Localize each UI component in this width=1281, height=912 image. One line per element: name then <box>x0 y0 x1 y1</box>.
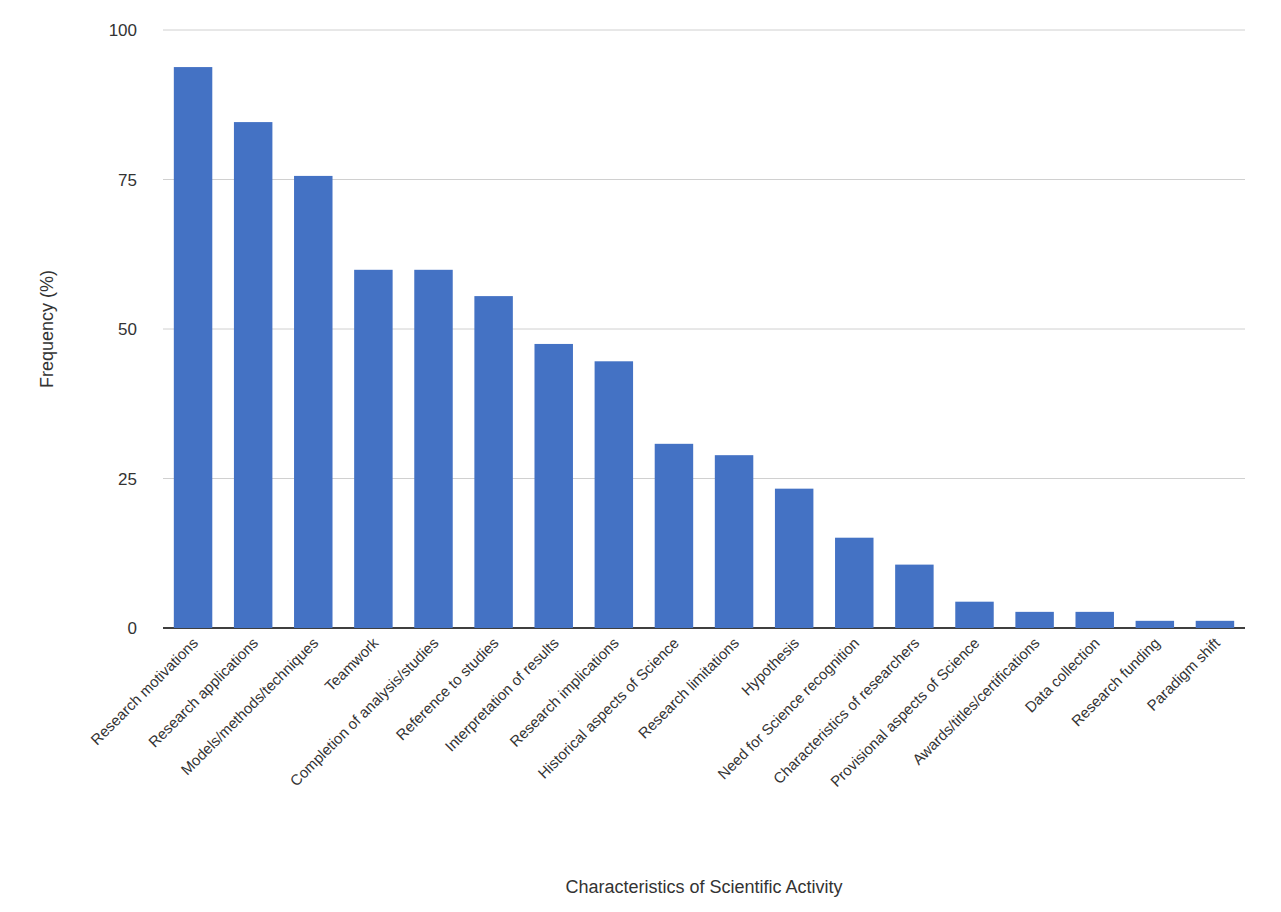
bar <box>1015 612 1053 628</box>
y-tick-label: 25 <box>118 470 137 489</box>
x-tick-label: Research limitations <box>635 634 743 742</box>
bar <box>715 455 753 628</box>
x-tick-label: Teamwork <box>321 634 382 695</box>
x-tick-label: Research implications <box>506 634 622 750</box>
bar <box>775 489 813 628</box>
bar <box>595 361 633 628</box>
x-tick-label: Reference to studies <box>392 634 501 743</box>
x-axis-label: Characteristics of Scientific Activity <box>565 877 842 897</box>
bar <box>294 176 332 628</box>
y-tick-label: 100 <box>109 21 137 40</box>
grid-line <box>163 30 1245 31</box>
bar <box>1136 621 1174 628</box>
bar <box>1075 612 1113 628</box>
y-axis-label: Frequency (%) <box>37 270 57 388</box>
bar <box>1196 621 1234 628</box>
y-tick-label: 75 <box>118 171 137 190</box>
x-tick-label: Hypothesis <box>738 634 802 698</box>
x-tick-label: Paradigm shift <box>1143 634 1223 714</box>
chart: 0 25 50 75 100 Research motivationsResearch a… <box>0 0 1281 912</box>
bar <box>414 270 452 628</box>
bar <box>174 67 212 628</box>
bars <box>174 67 1234 628</box>
bar <box>234 122 272 628</box>
bar <box>354 270 392 628</box>
x-tick-label: Research motivations <box>87 634 201 748</box>
x-tick-label: Models/methods/techniques <box>177 634 321 778</box>
x-tick-label: Research applications <box>145 634 261 750</box>
bar <box>895 565 933 628</box>
y-tick-label: 50 <box>118 320 137 339</box>
bar <box>474 296 512 628</box>
y-tick-label: 0 <box>128 619 137 638</box>
bar <box>955 602 993 628</box>
bar <box>655 444 693 628</box>
bar <box>835 538 873 628</box>
bar <box>534 344 572 628</box>
x-tick-label: Interpretation of results <box>441 634 562 755</box>
x-tick-label: Research funding <box>1068 634 1163 729</box>
